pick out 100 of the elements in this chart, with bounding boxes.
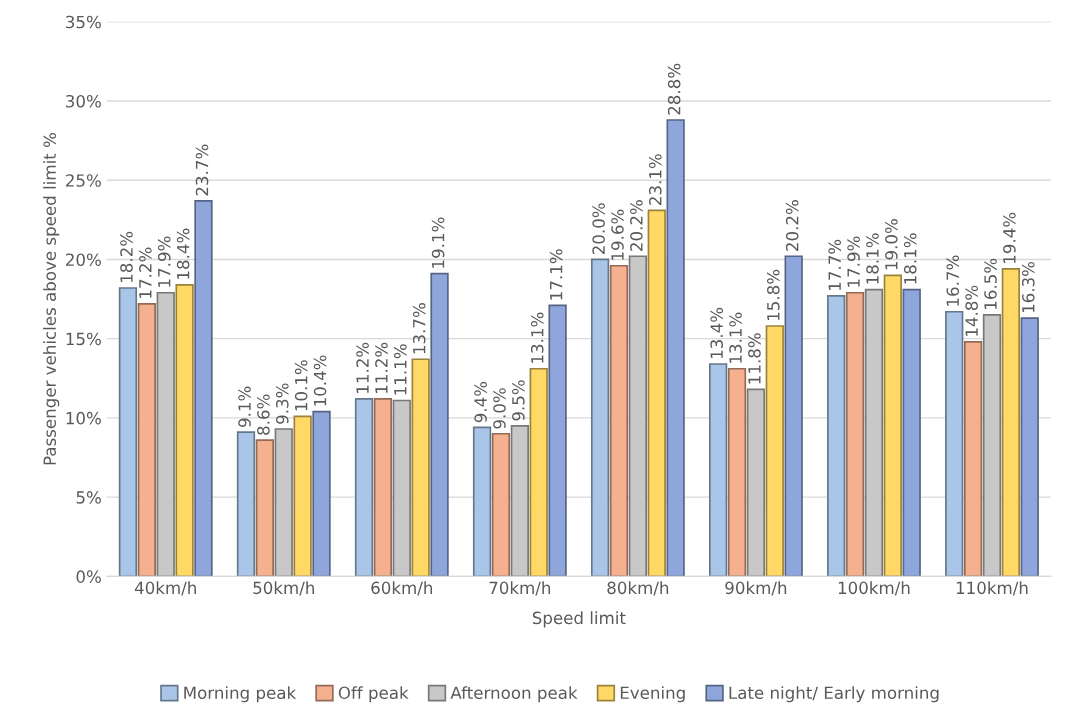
bar — [312, 410, 331, 577]
data-label: 11.1% — [394, 344, 407, 395]
data-label: 19.1% — [431, 217, 445, 268]
data-label: 17.2% — [139, 247, 152, 298]
x-axis-title: Speed limit — [532, 611, 626, 628]
bar — [864, 288, 884, 577]
bar — [647, 209, 666, 577]
bar — [845, 291, 865, 577]
bar — [156, 291, 175, 577]
x-tick-label: 80km/h — [607, 581, 669, 596]
x-tick-label: 50km/h — [253, 581, 314, 596]
x-tick-label: 100km/h — [838, 581, 910, 596]
data-label: 17.9% — [847, 236, 860, 287]
data-label: 23.7% — [195, 144, 209, 196]
bar — [708, 363, 728, 577]
bar — [293, 415, 312, 577]
x-tick-label: 90km/h — [725, 581, 787, 596]
legend-label: Afternoon peak — [450, 686, 578, 703]
bar — [883, 274, 902, 577]
bar — [827, 295, 846, 577]
bar — [902, 288, 921, 577]
bar — [529, 367, 548, 577]
bar — [1001, 268, 1021, 577]
data-label: 15.8% — [767, 269, 780, 320]
data-label: 18.2% — [120, 231, 133, 282]
data-label: 18.1% — [903, 233, 917, 284]
data-label: 16.5% — [984, 258, 997, 309]
x-tick-label: 40km/h — [134, 581, 196, 596]
data-label: 16.3% — [1021, 261, 1035, 313]
bar — [1020, 317, 1039, 577]
bar — [945, 310, 964, 577]
bar — [137, 302, 156, 577]
bar — [963, 341, 983, 577]
data-label: 19.4% — [1003, 212, 1016, 263]
data-label: 13.1% — [729, 312, 742, 363]
bar — [236, 431, 256, 577]
bar — [175, 283, 194, 577]
bar — [609, 264, 629, 577]
y-tick-label: 25% — [66, 174, 101, 187]
bar — [194, 199, 213, 577]
bar — [982, 314, 1002, 577]
bar — [491, 432, 511, 577]
bar — [118, 287, 138, 577]
legend-label: Off peak — [338, 686, 409, 703]
y-tick-label: 5% — [76, 491, 101, 504]
bar — [548, 304, 567, 577]
y-tick-label: 10% — [66, 411, 101, 425]
data-label: 10.1% — [294, 360, 308, 411]
data-label: 23.1% — [648, 154, 662, 205]
y-axis-title: Passenger vehicles above speed limit % — [43, 133, 60, 465]
bar — [746, 388, 766, 577]
data-label: 11.2% — [375, 342, 388, 393]
data-label: 16.7% — [946, 255, 960, 306]
bar — [274, 428, 293, 577]
data-label: 19.0% — [885, 219, 898, 270]
x-tick-label: 110km/h — [956, 581, 1028, 596]
data-label: 9.5% — [512, 380, 525, 421]
data-label: 20.0% — [592, 203, 605, 255]
legend-label: Late night/ Early morning — [729, 686, 939, 703]
data-label: 9.3% — [275, 383, 289, 424]
data-label: 18.1% — [866, 233, 879, 284]
bar — [411, 358, 430, 577]
data-label: 9.4% — [474, 381, 487, 423]
bar — [765, 325, 784, 577]
data-label: 9.0% — [493, 388, 506, 429]
bar — [784, 255, 803, 577]
data-label: 17.7% — [828, 239, 841, 290]
data-label: 17.9% — [157, 236, 171, 287]
data-label: 13.7% — [412, 303, 426, 354]
data-label: 13.1% — [530, 312, 544, 363]
bar — [430, 272, 449, 577]
bar — [510, 424, 529, 577]
bar — [392, 399, 411, 577]
data-label: 8.6% — [257, 394, 270, 435]
legend-label: Morning peak — [184, 686, 297, 703]
bar — [255, 439, 275, 577]
bar — [666, 119, 685, 577]
data-label: 13.4% — [710, 307, 723, 359]
data-label: 20.2% — [630, 200, 643, 251]
data-label: 14.8% — [965, 285, 978, 336]
bar — [472, 426, 492, 577]
bar — [628, 255, 648, 577]
bar — [354, 398, 374, 577]
y-tick-label: 30% — [66, 94, 101, 108]
bar — [373, 398, 393, 577]
bar — [727, 367, 747, 577]
x-tick-label: 60km/h — [371, 581, 433, 596]
y-tick-label: 0% — [76, 570, 101, 583]
legend-label: Evening — [620, 686, 685, 703]
data-label: 28.8% — [667, 63, 681, 115]
bar — [590, 258, 610, 577]
data-label: 19.6% — [611, 209, 624, 260]
x-tick-label: 70km/h — [489, 581, 551, 596]
y-tick-label: 35% — [66, 15, 101, 29]
data-label: 18.4% — [176, 228, 190, 279]
data-label: 9.1% — [238, 386, 251, 427]
y-tick-label: 15% — [66, 332, 101, 346]
data-label: 10.4% — [313, 355, 327, 406]
data-label: 17.1% — [549, 249, 563, 300]
y-tick-label: 20% — [66, 253, 101, 267]
